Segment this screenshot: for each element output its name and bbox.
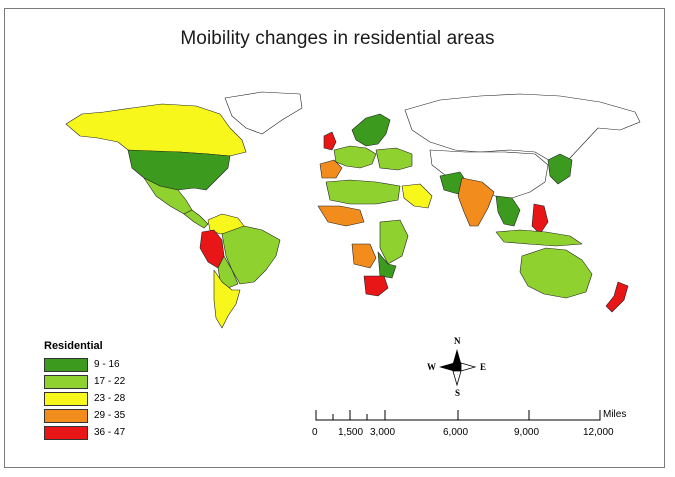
legend-swatch — [44, 357, 88, 372]
legend-swatch — [44, 408, 88, 423]
region-southeast-asia — [495, 195, 521, 227]
legend-title: Residential — [44, 340, 103, 352]
legend-item: 29 - 35 — [44, 407, 125, 424]
scale-bar — [315, 410, 601, 421]
legend-item: 17 - 22 — [44, 373, 125, 390]
north-arrow-icon — [439, 349, 477, 387]
region-north-africa — [325, 179, 401, 205]
north-arrow-n: N — [454, 336, 461, 346]
region-indonesia — [495, 229, 583, 247]
scale-tick-12000: 12,000 — [583, 427, 614, 438]
scale-tick-9000: 9,000 — [514, 427, 540, 438]
legend-label: 23 - 28 — [94, 393, 126, 404]
scale-tick-3000: 3,000 — [370, 427, 396, 438]
region-russia — [404, 93, 641, 163]
legend-label: 9 - 16 — [94, 359, 120, 370]
region-philippines — [531, 203, 549, 235]
legend-item: 23 - 28 — [44, 390, 125, 407]
region-uk-ireland — [323, 131, 337, 151]
region-chile-argentina — [213, 269, 241, 329]
region-peru — [199, 229, 225, 269]
region-japan-korea — [547, 153, 573, 185]
legend-item: 9 - 16 — [44, 356, 125, 373]
region-india — [457, 177, 495, 227]
map-title: Moibility changes in residential areas — [180, 28, 495, 49]
region-alaska-canada — [65, 103, 247, 157]
region-new-zealand — [605, 281, 629, 313]
region-south-africa — [363, 275, 389, 297]
legend: Residential 9 - 16 17 - 22 23 - 28 29 - … — [44, 340, 125, 441]
region-greenland — [224, 91, 303, 135]
region-saudi-arabia — [401, 183, 433, 209]
region-central-america — [183, 209, 209, 229]
legend-item: 36 - 47 — [44, 424, 125, 441]
scale-tick-0: 0 — [312, 427, 318, 438]
legend-label: 36 - 47 — [94, 427, 126, 438]
region-brazil — [221, 225, 281, 285]
scale-tick-1500: 1,500 — [338, 427, 364, 438]
legend-swatch — [44, 374, 88, 389]
region-west-africa — [317, 205, 365, 227]
scale-unit: Miles — [603, 409, 627, 420]
legend-swatch — [44, 425, 88, 440]
region-mozambique — [377, 251, 397, 279]
region-eastern-europe — [375, 147, 413, 171]
north-arrow-w: W — [427, 362, 436, 372]
legend-label: 17 - 22 — [94, 376, 126, 387]
north-arrow-e: E — [480, 362, 487, 372]
region-united-states — [127, 149, 231, 191]
region-western-europe — [333, 145, 377, 169]
region-angola — [351, 243, 377, 269]
north-arrow-s: S — [455, 388, 461, 398]
scale-tick-6000: 6,000 — [443, 427, 469, 438]
legend-label: 29 - 35 — [94, 410, 126, 421]
region-scandinavia — [351, 113, 391, 147]
region-iberia — [319, 159, 343, 179]
legend-swatch — [44, 391, 88, 406]
region-australia — [519, 247, 593, 299]
region-east-africa — [379, 219, 409, 265]
